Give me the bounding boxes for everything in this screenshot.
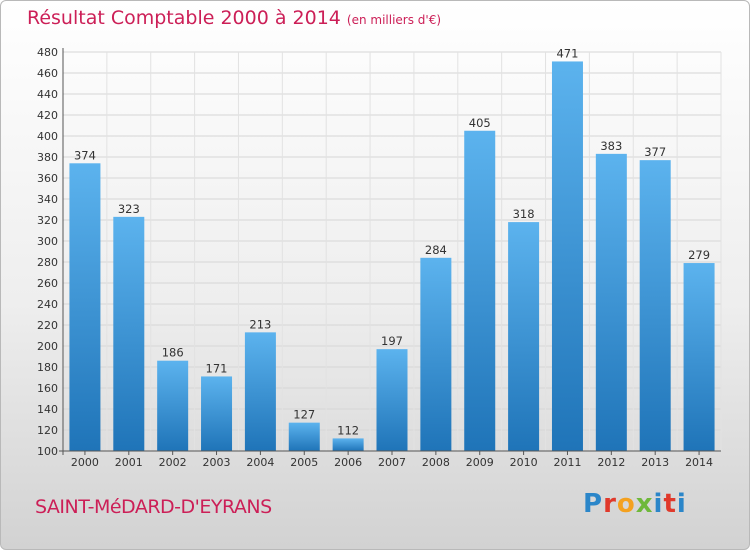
- bar-2000: [69, 163, 101, 452]
- bar-value-label: 318: [513, 207, 535, 221]
- y-tick-label: 120: [37, 424, 58, 437]
- y-tick-label: 460: [37, 67, 58, 80]
- bar-value-label: 471: [556, 46, 578, 60]
- bar-value-label: 171: [206, 361, 228, 375]
- x-tick-label: 2005: [290, 456, 318, 469]
- bar-2006: [332, 438, 364, 451]
- x-tick-label: 2006: [334, 456, 362, 469]
- bar-2008: [420, 257, 452, 451]
- bar-value-label: 377: [644, 145, 666, 159]
- bar-value-label: 112: [337, 423, 359, 437]
- logo-letter: i: [653, 489, 664, 519]
- y-tick-label: 300: [37, 235, 58, 248]
- proxiti-logo: Proxiti: [583, 489, 687, 519]
- bar-2004: [244, 332, 276, 451]
- x-tick-label: 2002: [159, 456, 187, 469]
- y-tick-label: 320: [37, 214, 58, 227]
- x-tick-label: 2007: [378, 456, 406, 469]
- y-tick-label: 380: [37, 151, 58, 164]
- x-tick-label: 2011: [553, 456, 581, 469]
- chart-subtitle: (en milliers d'€): [346, 13, 442, 27]
- y-tick-label: 180: [37, 361, 58, 374]
- bar-2013: [639, 160, 671, 451]
- bar-2012: [595, 153, 627, 451]
- logo-letter: i: [676, 489, 687, 519]
- y-tick-label: 140: [37, 403, 58, 416]
- bar-value-label: 197: [381, 334, 403, 348]
- y-tick-label: 280: [37, 256, 58, 269]
- bar-2009: [464, 130, 496, 451]
- bar-2005: [288, 422, 320, 451]
- bar-2002: [157, 360, 189, 451]
- x-tick-label: 2004: [246, 456, 274, 469]
- bar-value-label: 323: [118, 202, 140, 216]
- logo-letter: t: [663, 489, 677, 519]
- bar-value-label: 127: [293, 408, 315, 422]
- logo-letter: o: [616, 489, 636, 519]
- bar-value-label: 284: [425, 243, 447, 257]
- y-tick-label: 100: [37, 445, 58, 458]
- y-tick-label: 340: [37, 193, 58, 206]
- y-tick-label: 260: [37, 277, 58, 290]
- bars: 374 323 186 171 213 127 112 197 284 405 318 471 383 3…: [69, 46, 715, 452]
- axes: 100 120 140 160 180 200 220 240 260 280 300 320 340 3…: [37, 46, 721, 469]
- y-tick-label: 240: [37, 298, 58, 311]
- logo-letter: x: [635, 489, 654, 519]
- bar-2003: [201, 376, 233, 451]
- bar-value-label: 186: [162, 346, 184, 360]
- title-text: Résultat Comptable 2000 à 2014: [27, 7, 341, 29]
- bar-value-label: 405: [469, 116, 491, 130]
- bar-2014: [683, 263, 715, 451]
- logo-letter: r: [603, 489, 617, 519]
- bar-value-label: 213: [249, 317, 271, 331]
- x-tick-label: 2003: [203, 456, 231, 469]
- x-tick-label: 2008: [422, 456, 450, 469]
- bar-2011: [551, 61, 583, 451]
- place-name: SAINT-MéDARD-D'EYRANS: [35, 496, 272, 518]
- x-tick-label: 2000: [71, 456, 99, 469]
- chart-title: Résultat Comptable 2000 à 2014 (en millie…: [27, 7, 441, 29]
- bar-value-label: 374: [74, 148, 96, 162]
- y-tick-label: 440: [37, 88, 58, 101]
- y-tick-label: 420: [37, 109, 58, 122]
- x-tick-label: 2009: [466, 456, 494, 469]
- logo-letter: P: [583, 489, 604, 519]
- bar-value-label: 383: [600, 139, 622, 153]
- y-tick-label: 160: [37, 382, 58, 395]
- bar-value-label: 279: [688, 248, 710, 262]
- y-tick-label: 220: [37, 319, 58, 332]
- x-tick-label: 2013: [641, 456, 669, 469]
- bar-2001: [113, 216, 145, 451]
- x-tick-label: 2012: [597, 456, 625, 469]
- bar-2010: [508, 222, 540, 451]
- y-tick-label: 360: [37, 172, 58, 185]
- y-tick-label: 480: [37, 46, 58, 59]
- y-tick-label: 200: [37, 340, 58, 353]
- y-tick-label: 400: [37, 130, 58, 143]
- x-tick-label: 2014: [685, 456, 713, 469]
- bar-2007: [376, 349, 408, 451]
- x-tick-label: 2010: [510, 456, 538, 469]
- x-tick-label: 2001: [115, 456, 143, 469]
